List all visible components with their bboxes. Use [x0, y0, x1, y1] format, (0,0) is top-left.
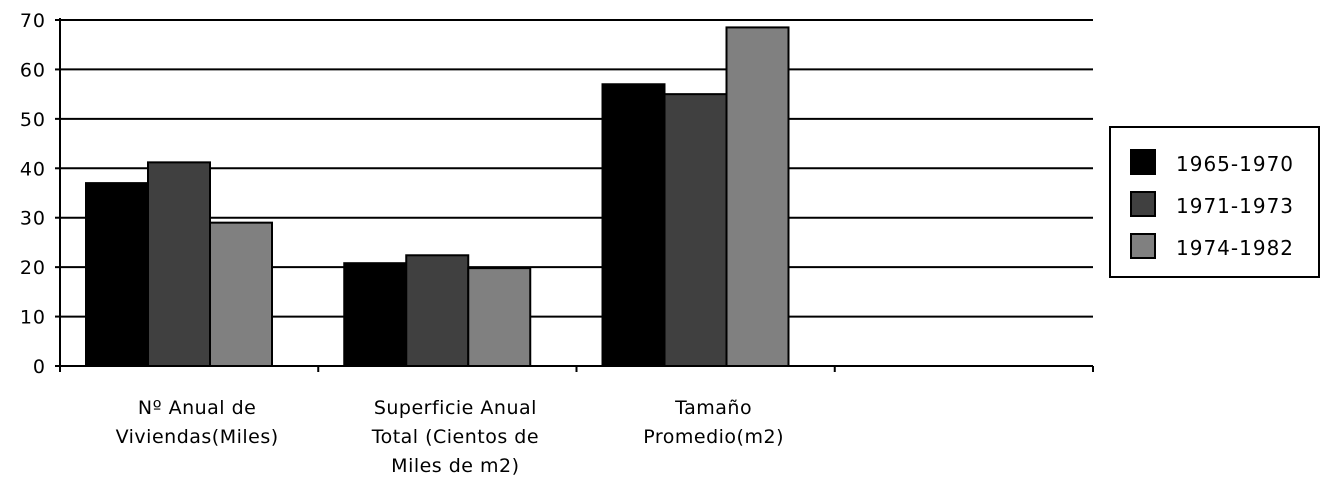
bar-1965-1970: [601, 83, 666, 367]
bar-1971-1973: [405, 254, 470, 367]
y-tick-label: 0: [33, 356, 46, 378]
x-axis-category-labels: Nº Anual de Viviendas(Miles) Superficie An…: [116, 397, 784, 477]
x-category-label: Tamaño: [674, 397, 752, 419]
bar-1971-1973: [147, 161, 211, 367]
y-tick-label: 50: [20, 109, 46, 131]
y-tick-label: 70: [20, 10, 46, 32]
x-category-label: Viviendas(Miles): [116, 426, 279, 448]
x-category-label: Total (Cientos de: [371, 426, 539, 448]
bar-1965-1970: [343, 262, 408, 367]
y-tick-label: 40: [20, 158, 46, 180]
y-tick-label: 60: [20, 59, 46, 81]
bar-1974-1982: [725, 26, 790, 368]
x-category-label: Promedio(m2): [643, 426, 784, 448]
x-category-label: Miles de m2): [391, 455, 519, 477]
legend-swatch: [1130, 149, 1156, 175]
legend: 1965-1970 1971-1973 1974-1982: [1109, 126, 1320, 278]
bar-1974-1982: [209, 221, 273, 367]
y-tick-label: 10: [20, 307, 46, 329]
legend-label: 1971-1973: [1176, 194, 1294, 218]
x-category-label: Superficie Anual: [374, 397, 537, 419]
legend-label: 1965-1970: [1176, 152, 1294, 176]
y-tick-label: 20: [20, 257, 46, 279]
x-category-label: Nº Anual de: [138, 397, 257, 419]
bar-1974-1982: [467, 267, 532, 368]
axes: [55, 18, 1094, 372]
legend-swatch: [1130, 191, 1156, 217]
legend-label: 1974-1982: [1176, 236, 1294, 260]
bar-1971-1973: [663, 93, 728, 368]
y-tick-label: 30: [20, 208, 46, 230]
bars: [85, 26, 790, 368]
bar-1965-1970: [85, 182, 149, 367]
y-axis-tick-labels: 0 10 20 30 40 50 60 70: [20, 10, 46, 378]
legend-swatch: [1130, 233, 1156, 259]
